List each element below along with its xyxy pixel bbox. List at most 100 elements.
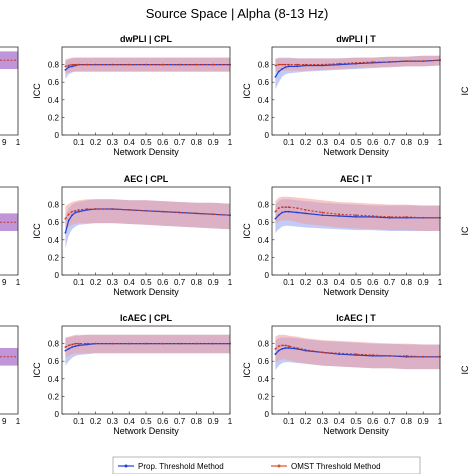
chart-panel: 0.1 0.2 0.3 0.4 0.5 0.6 0.7 0.8 0.9 1 0 0.2 0.4 0.6 0.… <box>242 34 443 157</box>
data-point <box>64 65 67 68</box>
data-point <box>281 68 283 70</box>
data-point <box>338 62 341 65</box>
data-point <box>304 209 307 211</box>
data-point <box>388 216 391 218</box>
partial-axes <box>0 46 19 136</box>
y-tick-label: 0.2 <box>48 392 60 401</box>
x-tick-label: 0.4 <box>334 278 346 287</box>
x-tick-label: 0.1 <box>283 417 295 426</box>
data-point <box>422 60 425 62</box>
data-point <box>304 212 307 215</box>
y-axis-label: ICC <box>32 223 42 239</box>
data-point <box>284 344 287 347</box>
x-tick-label: 0.4 <box>124 417 136 426</box>
data-point <box>77 344 80 347</box>
chart-panel: 0.1 0.2 0.3 0.4 0.5 0.6 0.7 0.8 0.9 1 0 0.2 0.4 0.6 0.… <box>242 174 443 297</box>
panel-title: AEC | T <box>340 174 373 184</box>
y-tick-label: 0.2 <box>258 392 270 401</box>
right-partial-ylabel: IC <box>460 365 470 375</box>
x-tick-label: 0.7 <box>174 278 186 287</box>
data-point <box>64 231 67 234</box>
x-tick-label: 0.6 <box>367 278 379 287</box>
x-tick-label: 0.6 <box>157 278 169 287</box>
y-axis-label: ICC <box>32 362 42 378</box>
data-point <box>195 342 198 345</box>
data-point <box>338 213 341 216</box>
right-partial-panels: IC IC IC <box>460 86 470 375</box>
data-point <box>338 352 341 355</box>
data-point <box>111 63 114 66</box>
data-point <box>67 64 70 67</box>
x-tick-label: 0.5 <box>140 278 152 287</box>
legend-prop-label: Prop. Threshold Method <box>138 462 224 471</box>
x-tick-label: 0.9 <box>208 417 220 426</box>
y-axis-label: ICC <box>242 362 252 378</box>
data-point <box>86 208 89 210</box>
x-tick-label: 1 <box>228 417 233 426</box>
data-point <box>422 355 425 358</box>
x-tick-label: 0.6 <box>157 138 169 147</box>
right-partial-ylabel: IC <box>460 86 470 96</box>
x-tick-label: 0.6 <box>157 417 169 426</box>
x-tick-label: 0.3 <box>107 278 119 287</box>
data-point <box>94 63 97 66</box>
data-point <box>355 61 357 64</box>
data-point <box>281 63 283 66</box>
x-tick-label: 0.7 <box>384 278 396 287</box>
data-point <box>405 60 408 62</box>
x-tick-label: 1 <box>438 278 443 287</box>
data-point <box>287 210 290 213</box>
y-tick-label: 0.2 <box>258 253 270 262</box>
x-tick-label: 0.8 <box>401 138 413 147</box>
data-point <box>284 206 287 209</box>
y-tick-label: 0.4 <box>258 96 270 105</box>
data-point <box>64 217 67 220</box>
x-tick-label: 0.6 <box>367 138 379 147</box>
data-point <box>287 65 290 68</box>
data-point <box>128 63 131 66</box>
series-line <box>274 206 440 219</box>
data-point <box>74 342 77 345</box>
x-tick-label: 0.5 <box>140 138 152 147</box>
data-point <box>161 210 164 213</box>
y-tick-label: 0 <box>55 131 60 140</box>
data-point <box>281 348 283 350</box>
data-point <box>296 207 299 210</box>
data-point <box>304 348 307 351</box>
data-point <box>321 351 324 354</box>
x-axis-label: Network Density <box>113 426 179 436</box>
y-tick-label: 0 <box>265 271 270 280</box>
y-tick-label: 0.6 <box>48 78 60 87</box>
partial-axes <box>0 325 19 415</box>
data-point <box>74 345 77 348</box>
x-tick-label: 0.3 <box>107 138 119 147</box>
y-tick-label: 0.6 <box>258 357 270 366</box>
legend-box <box>112 456 421 474</box>
y-tick-label: 0.4 <box>48 236 60 245</box>
data-point <box>67 219 70 222</box>
chart-panels: 0.1 0.2 0.3 0.4 0.5 0.6 0.7 0.8 0.9 1 0 0.2 0.4 0.6 0.… <box>32 34 443 436</box>
y-axis-label: ICC <box>242 223 252 239</box>
data-point <box>111 208 114 210</box>
data-point <box>77 63 80 66</box>
panel-title: AEC | CPL <box>124 174 169 184</box>
x-tick-label: 0.2 <box>90 417 102 426</box>
x-tick-label: 0.2 <box>90 138 102 147</box>
x-tick-label: 0.8 <box>191 278 203 287</box>
x-tick-label: 1 <box>438 138 443 147</box>
y-tick-label: 0.8 <box>48 61 60 70</box>
data-point <box>67 66 70 69</box>
y-tick-label: 0.8 <box>258 201 270 210</box>
data-point <box>74 211 77 214</box>
x-tick-label: 1 <box>228 278 233 287</box>
y-tick-label: 0.2 <box>258 113 270 122</box>
data-point <box>274 353 277 356</box>
x-tick-label: 0.2 <box>300 278 312 287</box>
data-point <box>371 215 374 217</box>
data-point <box>77 210 80 213</box>
data-point <box>86 342 89 345</box>
x-tick-label: 0.4 <box>334 417 346 426</box>
data-point <box>274 210 277 213</box>
